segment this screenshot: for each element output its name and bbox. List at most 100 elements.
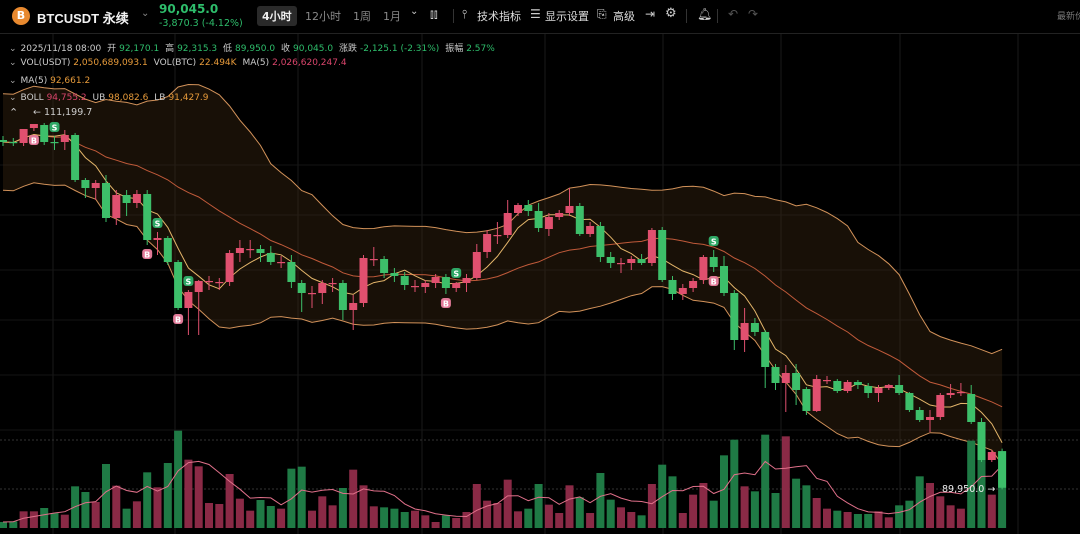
candle-body [431,277,440,283]
candle-body [823,380,831,382]
chevron-down-icon[interactable]: ⌄ [410,6,419,17]
ma-label: MA(5) [20,76,48,86]
volume-bar [308,510,316,528]
candle-body [349,303,358,310]
ub-value: 98,082.6 [108,93,149,103]
volume-bar [122,508,131,528]
undo-icon[interactable]: ↶ [728,7,739,21]
indicator-icon[interactable]: ⫯ [462,7,468,21]
candle-body [915,410,924,420]
candle-body [936,395,945,417]
latest-price-toggle[interactable]: 最新价 [1057,12,1080,22]
candle-body [967,394,976,422]
candle-body [586,226,595,234]
candle-body [390,273,399,276]
signal-badge [142,249,153,259]
candle-body [71,135,80,180]
advanced-button[interactable]: 高级 [613,10,635,23]
candlestick-icon[interactable]: ⫾⫾ [430,7,438,21]
candle-body [40,125,49,142]
volume-bar [565,485,574,528]
low-label: 低 [223,44,233,54]
boll-label: BOLL [20,93,44,103]
volume-bar [874,511,883,528]
interval-1w[interactable]: 1周 [353,10,371,23]
candle-body [781,373,790,383]
gear-icon[interactable]: ⚙ [665,6,677,21]
volume-bar [998,451,1007,528]
volume-bar [102,464,110,528]
candle-body [555,213,564,217]
signal-badge [440,298,451,308]
signal-label: S [453,270,459,279]
volume-bar [946,505,955,528]
volume-bar [349,469,358,528]
volume-bar [771,493,780,528]
interval-1m[interactable]: 1月 [383,10,401,23]
volume-bar [689,494,698,528]
collapse-chevron-icon[interactable]: ⌃ [9,106,19,119]
volume-bar [297,466,306,528]
chevron-down-icon[interactable]: ⌄ [141,8,150,19]
candle-body [977,422,986,460]
candle-body [29,124,38,128]
vol-usdt-label: VOL(USDT) [20,58,71,68]
volume-bar [720,455,728,528]
candle-date: 2025/11/18 08:00 [20,44,102,54]
vol-usdt-value: 2,050,689,093.1 [73,58,148,68]
symbol-selector[interactable]: BTCUSDT 永续 [37,11,129,26]
candle-body [689,281,698,288]
volume-bar [864,514,873,528]
sell-signal-marker: S [183,276,194,287]
vol-btc-value: 22.494K [199,58,237,68]
candle-body [369,259,378,261]
volume-bar [112,485,121,528]
volume-bar [493,503,502,528]
display-settings-icon[interactable]: ☰ [530,7,541,21]
vol-ma-label: MA(5) [242,58,270,68]
divider [686,9,687,23]
candle-body [328,283,337,285]
display-settings-button[interactable]: 显示设置 [545,10,589,23]
volume-bar [235,498,244,528]
redo-icon[interactable]: ↷ [748,7,759,21]
lb-label: LB [154,93,166,103]
signal-badge [173,314,184,324]
alert-add-icon[interactable]: 🔔︎ [697,7,713,21]
candle-body [441,277,450,288]
chevron-down-icon[interactable]: ⌄ [9,58,17,68]
chevron-down-icon[interactable]: ⌄ [9,44,17,54]
volume-bar [586,513,595,528]
interval-4h[interactable]: 4小时 [257,6,297,26]
volume-bar [472,484,481,528]
drawing-icon[interactable]: ⇥ [645,7,656,21]
volume-bar [40,508,49,528]
volume-bar [441,515,450,528]
volume-bar [184,459,193,528]
close-label: 收 [281,44,291,54]
candle-body [843,382,852,391]
volume-bar [853,514,862,528]
volume-bar [514,511,522,528]
volume-bar [524,508,533,528]
chevron-down-icon[interactable]: ⌄ [9,76,17,86]
candle-body [421,283,430,287]
sell-signal-marker: S [49,122,60,133]
volume-bar [462,512,471,528]
indicators-button[interactable]: 技术指标 [477,10,521,23]
interval-12h[interactable]: 12小时 [305,10,341,23]
candle-body [812,379,821,411]
advanced-icon[interactable]: ⎘ [597,7,607,21]
chevron-down-icon[interactable]: ⌄ [9,93,17,103]
vol-btc-label: VOL(BTC) [153,58,197,68]
candle-body [297,283,306,293]
volume-bar [555,513,564,528]
low-value: 89,950.0 [235,44,276,54]
candle-body [194,281,203,292]
volume-bar [400,512,409,528]
volume-bar [266,506,275,528]
volume-bars [0,430,1007,528]
candle-body [596,226,605,257]
signal-label: B [711,278,717,287]
